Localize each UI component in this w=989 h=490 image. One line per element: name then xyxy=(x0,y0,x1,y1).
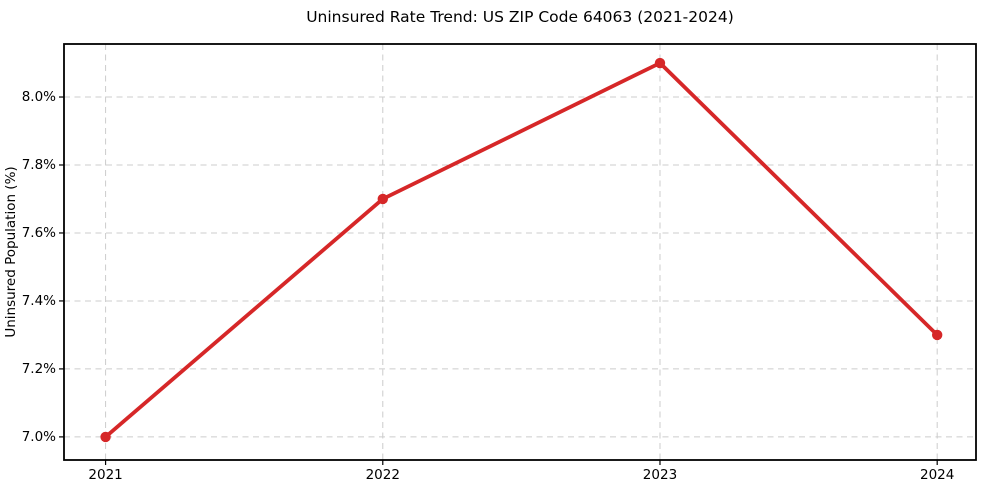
y-tick-label: 7.4% xyxy=(21,292,56,309)
x-tick-label: 2021 xyxy=(88,467,123,483)
axes-border xyxy=(63,43,977,461)
x-tick-label: 2022 xyxy=(365,467,400,483)
data-point-marker xyxy=(377,193,388,205)
y-tick-label: 7.8% xyxy=(21,156,56,173)
chart-title: Uninsured Rate Trend: US ZIP Code 64063 … xyxy=(306,8,734,26)
y-tick-label: 7.6% xyxy=(21,224,56,241)
data-point-marker xyxy=(931,329,943,341)
data-point-marker xyxy=(654,57,666,69)
y-tick-label: 7.2% xyxy=(21,360,56,377)
y-tick-label: 7.0% xyxy=(21,428,56,445)
y-tick-label: 8.0% xyxy=(21,89,56,106)
data-point-marker xyxy=(100,431,111,443)
x-tick-label: 2023 xyxy=(642,467,678,483)
y-tick-labels: 7.0% 7.2% 7.4% 7.6% 7.8% 8.0% xyxy=(0,0,56,490)
trend-line xyxy=(103,61,940,439)
x-tick-label: 2024 xyxy=(920,467,955,483)
